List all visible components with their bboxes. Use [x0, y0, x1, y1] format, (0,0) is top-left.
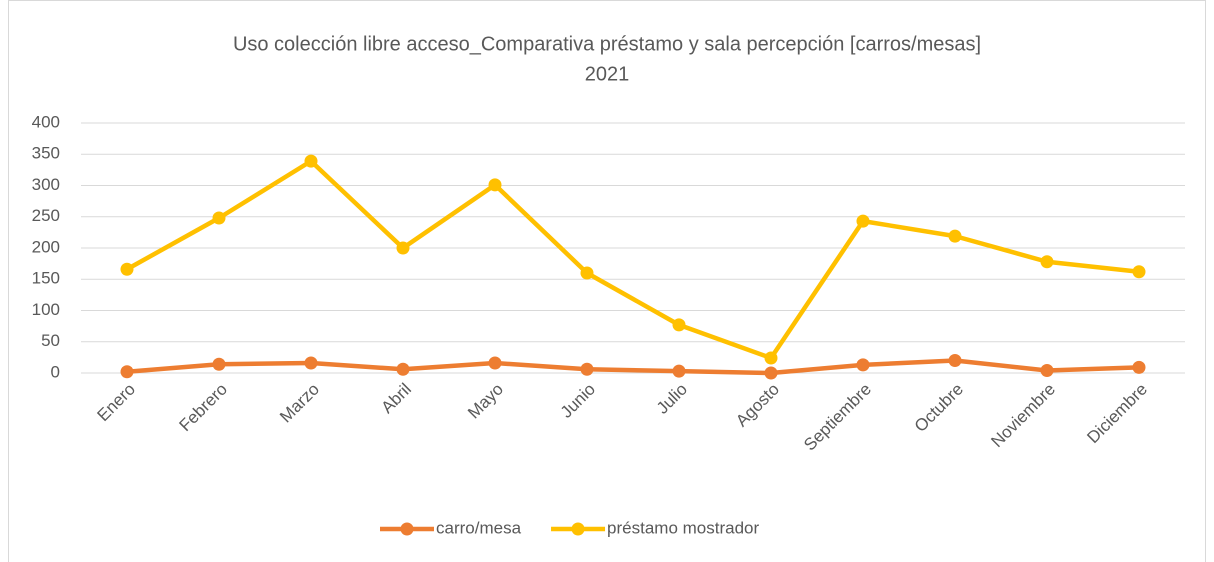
data-point: [1132, 360, 1146, 374]
data-point: [856, 214, 870, 228]
data-point: [764, 351, 778, 365]
data-point: [212, 357, 226, 371]
data-point: [948, 229, 962, 243]
chart-title: Uso colección libre acceso_Comparativa p…: [233, 33, 981, 55]
data-point: [396, 362, 410, 376]
y-tick-label: 50: [41, 331, 60, 350]
y-tick-label: 0: [51, 362, 60, 381]
data-point: [1040, 364, 1054, 377]
data-point: [120, 262, 134, 276]
data-point: [580, 266, 594, 280]
series-line: [126, 358, 1140, 376]
data-point: [764, 366, 778, 380]
data-point: [212, 211, 226, 225]
y-tick-label: 400: [32, 112, 60, 131]
data-point: [488, 178, 502, 192]
legend-label: carro/mesa: [436, 518, 522, 537]
y-tick-label: 100: [32, 300, 60, 319]
data-point: [672, 318, 686, 332]
data-point: [1040, 255, 1054, 269]
y-tick-label: 300: [32, 175, 60, 194]
legend-marker: [400, 522, 414, 536]
y-tick-label: 150: [32, 269, 60, 288]
chart-border: [8, 0, 1206, 562]
legend-marker: [571, 522, 585, 536]
data-point: [1132, 265, 1146, 279]
series-line: [125, 158, 1140, 361]
chart-subtitle: 2021: [585, 63, 630, 85]
y-tick-label: 350: [32, 144, 60, 163]
data-point: [672, 364, 686, 378]
y-tick-label: 250: [32, 206, 60, 225]
data-point: [856, 358, 870, 372]
legend-label: préstamo mostrador: [607, 518, 759, 537]
data-point: [304, 154, 318, 168]
data-point: [488, 356, 502, 370]
data-point: [120, 365, 134, 379]
data-point: [948, 354, 962, 367]
data-point: [580, 362, 594, 376]
data-point: [304, 356, 318, 370]
y-tick-label: 200: [32, 237, 60, 256]
data-point: [396, 241, 410, 255]
